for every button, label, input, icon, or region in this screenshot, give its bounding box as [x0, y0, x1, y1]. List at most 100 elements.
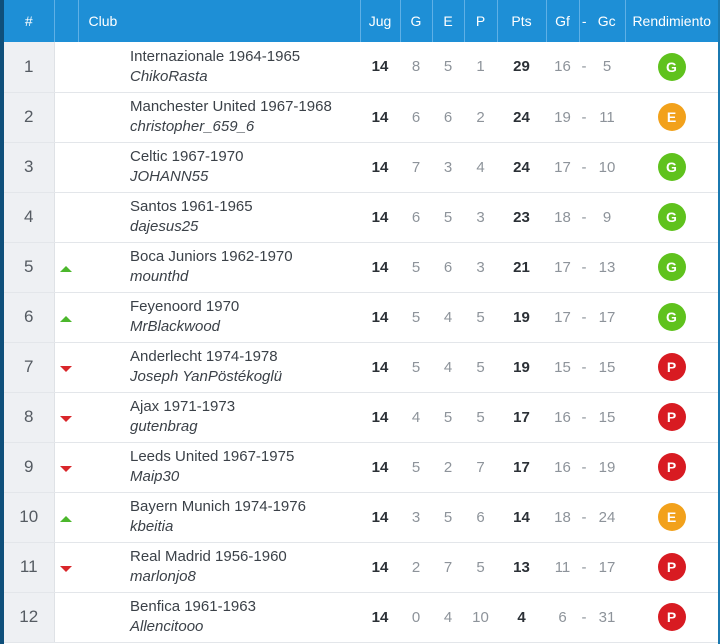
club-user[interactable]: marlonjo8 — [130, 568, 196, 585]
goals-separator: - — [579, 442, 589, 493]
table-row[interactable]: 4 Santos 1961-1965 dajesus25 14 6 5 3 23 18-9 G — [4, 192, 718, 243]
table-row[interactable]: 5 Boca Juniors 1962-1970 mounthd 14 5 6 3 21 17-… — [4, 242, 718, 293]
club-user[interactable]: mounthd — [130, 268, 189, 285]
won-cell: 5 — [400, 342, 432, 393]
club-name[interactable]: Internazionale 1964-1965 — [130, 47, 301, 65]
trend-cell — [54, 542, 78, 593]
goals-separator: - — [579, 192, 589, 243]
header-rendimiento[interactable]: Rendimiento — [632, 13, 712, 29]
won-cell: 8 — [400, 42, 432, 93]
won-cell: 5 — [400, 442, 432, 493]
club-name[interactable]: Real Madrid 1956-1960 — [130, 548, 287, 565]
table-row[interactable]: 12 Benfica 1961-1963 Allencitooo 14 0 4 10 4 6-3… — [4, 592, 718, 643]
club-user[interactable]: gutenbrag — [130, 418, 198, 435]
club-user[interactable]: JOHANN55 — [130, 168, 209, 185]
rendimiento-cell: G — [625, 292, 718, 343]
header-p[interactable]: P — [464, 0, 498, 42]
header-pts[interactable]: Pts — [497, 0, 547, 42]
table-row[interactable]: 9 Leeds United 1967-1975 Maip30 14 5 2 7 17 16-1… — [4, 442, 718, 493]
drawn-cell: 6 — [432, 92, 464, 143]
club-cell: Manchester United 1967-1968 christopher_6… — [78, 92, 360, 143]
club-user[interactable]: MrBlackwood — [130, 318, 221, 335]
played-cell: 14 — [360, 292, 400, 343]
points-cell: 19 — [497, 342, 546, 393]
header-pos[interactable]: # — [4, 0, 55, 42]
lost-cell: 1 — [464, 42, 497, 93]
played-cell: 14 — [360, 142, 400, 193]
club-user[interactable]: kbeitia — [130, 518, 174, 535]
trend-cell — [54, 92, 78, 143]
position-cell: 7 — [4, 342, 55, 393]
club-name[interactable]: Feyenoord 1970 — [130, 298, 240, 315]
trend-up-icon — [60, 265, 73, 272]
lost-cell: 5 — [464, 292, 497, 343]
rendimiento-badge: E — [657, 503, 686, 531]
club-name[interactable]: Benfica 1961-1963 — [130, 598, 256, 615]
table-row[interactable]: 8 Ajax 1971-1973 gutenbrag 14 4 5 5 17 16-15 P — [4, 392, 718, 443]
drawn-cell: 4 — [432, 292, 464, 343]
club-cell: Celtic 1967-1970 JOHANN55 — [78, 142, 360, 193]
played-cell: 14 — [360, 392, 400, 443]
club-user[interactable]: Joseph YanPöstékoglü — [130, 368, 283, 385]
header-e[interactable]: E — [432, 0, 465, 42]
club-name[interactable]: Celtic 1967-1970 — [130, 148, 244, 165]
played-cell: 14 — [360, 442, 400, 493]
goals-for-cell: 19 — [546, 92, 579, 143]
header-g[interactable]: G — [400, 0, 433, 42]
club-user[interactable]: Allencitooo — [130, 618, 204, 635]
played-cell: 14 — [360, 42, 400, 93]
goals-against-cell: 10 — [589, 142, 625, 193]
club-cell: Ajax 1971-1973 gutenbrag — [78, 392, 360, 443]
club-user[interactable]: ChikoRasta — [130, 67, 208, 85]
table-row[interactable]: 3 Celtic 1967-1970 JOHANN55 14 7 3 4 24 17-10 G — [4, 142, 718, 193]
goals-for-cell: 16 — [546, 392, 579, 443]
table-row[interactable]: 10 Bayern Munich 1974-1976 kbeitia 14 3 5 6 14 1… — [4, 492, 718, 543]
club-cell: Boca Juniors 1962-1970 mounthd — [78, 242, 360, 293]
club-cell: Bayern Munich 1974-1976 kbeitia — [78, 492, 360, 543]
trend-down-icon — [60, 565, 73, 572]
club-user[interactable]: christopher_659_6 — [130, 118, 255, 135]
position-cell: 2 — [4, 92, 55, 143]
club-name[interactable]: Boca Juniors 1962-1970 — [130, 248, 293, 265]
goals-against-cell: 11 — [589, 92, 625, 143]
rendimiento-cell: G — [625, 142, 718, 193]
goals-against-cell: 19 — [589, 442, 625, 493]
club-name[interactable]: Ajax 1971-1973 — [130, 398, 236, 415]
club-name[interactable]: Anderlecht 1974-1978 — [130, 348, 278, 365]
goals-against-cell: 17 — [589, 542, 625, 593]
club-name[interactable]: Bayern Munich 1974-1976 — [130, 498, 306, 515]
table-row[interactable]: 6 Feyenoord 1970 MrBlackwood 14 5 4 5 19 17-17 G — [4, 292, 718, 343]
table-row[interactable]: 1 Internazionale 1964-1965 ChikoRasta 14 8 5 1… — [4, 42, 718, 93]
goals-for-cell: 6 — [546, 592, 579, 643]
header-club[interactable]: Club — [78, 0, 361, 42]
drawn-cell: 6 — [432, 242, 464, 293]
trend-cell — [54, 342, 78, 393]
trend-down-icon — [60, 465, 73, 472]
club-cell: Internazionale 1964-1965 ChikoRasta — [78, 42, 360, 93]
rendimiento-badge: P — [657, 553, 686, 581]
rendimiento-badge: G — [657, 153, 686, 181]
club-user[interactable]: dajesus25 — [130, 218, 199, 235]
club-name[interactable]: Manchester United 1967-1968 — [130, 98, 332, 115]
standings-panel: # Club Jug G E P Pts Gf - Gc Rendimiento… — [4, 0, 718, 644]
table-row[interactable]: 7 Anderlecht 1974-1978 Joseph YanPöstékogl… — [4, 342, 718, 393]
header-jug[interactable]: Jug — [360, 0, 401, 42]
goals-separator: - — [579, 142, 589, 193]
drawn-cell: 2 — [432, 442, 464, 493]
drawn-cell: 7 — [432, 542, 464, 593]
club-cell: Leeds United 1967-1975 Maip30 — [78, 442, 360, 493]
position-cell: 6 — [4, 292, 55, 343]
table-row[interactable]: 2 Manchester United 1967-1968 christopher_… — [4, 92, 718, 143]
won-cell: 6 — [400, 92, 432, 143]
header-gc[interactable]: Gc — [589, 0, 626, 42]
club-name[interactable]: Santos 1961-1965 — [130, 198, 253, 215]
club-cell: Anderlecht 1974-1978 Joseph YanPöstékoglü — [78, 342, 360, 393]
club-user[interactable]: Maip30 — [130, 468, 180, 485]
table-row[interactable]: 11 Real Madrid 1956-1960 marlonjo8 14 2 7 5 13 1… — [4, 542, 718, 593]
played-cell: 14 — [360, 342, 400, 393]
header-gf[interactable]: Gf — [546, 0, 580, 42]
trend-cell — [54, 492, 78, 543]
club-name[interactable]: Leeds United 1967-1975 — [130, 448, 295, 465]
lost-cell: 7 — [464, 442, 497, 493]
